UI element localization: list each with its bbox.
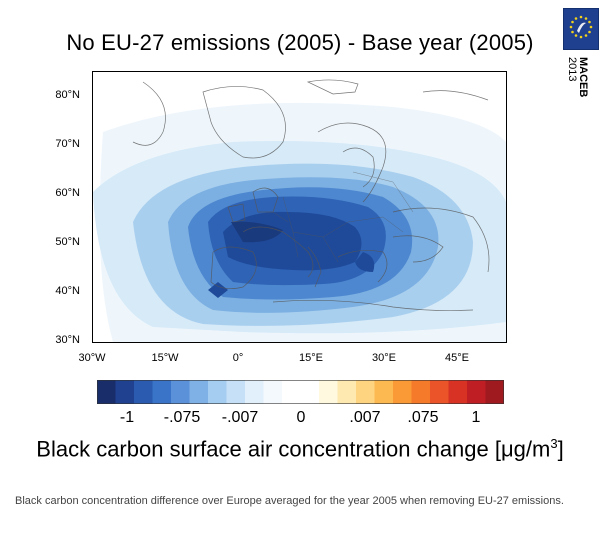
variable-title-end: ] xyxy=(557,436,564,462)
colorbar-swatch xyxy=(393,380,412,404)
colorbar-swatch xyxy=(467,380,486,404)
colorbar-swatch xyxy=(485,380,504,404)
logo-label: MACEB 2013 xyxy=(566,57,589,97)
figure-caption: Black carbon concentration difference ov… xyxy=(15,495,564,507)
variable-title-text: Black carbon surface air concentration c… xyxy=(36,436,551,462)
colorbar-swatch xyxy=(411,380,431,404)
lon-tick: 30°W xyxy=(78,352,106,364)
coastlines xyxy=(132,79,490,311)
eu-stars-icon xyxy=(569,15,593,39)
lat-tick: 70°N xyxy=(55,138,80,150)
logo-name: MACEB xyxy=(577,57,589,97)
lat-tick: 50°N xyxy=(55,236,80,248)
lat-tick: 80°N xyxy=(55,89,80,101)
colorbar-swatch xyxy=(152,380,172,404)
colorbar-label: -1 xyxy=(119,409,135,426)
lon-tick: 30°E xyxy=(372,352,396,364)
lat-tick: 30°N xyxy=(55,334,80,346)
colorbar-swatch xyxy=(115,380,135,404)
lon-tick: 15°E xyxy=(299,352,323,364)
colorbar-label: -.075 xyxy=(163,409,201,426)
colorbar-swatch xyxy=(430,380,449,404)
colorbar-swatch xyxy=(282,380,301,404)
colorbar-swatch xyxy=(448,380,468,404)
colorbar-label: .075 xyxy=(407,409,439,426)
country-borders xyxy=(272,171,414,263)
unit-superscript: 3 xyxy=(550,436,558,451)
colorbar xyxy=(97,380,504,404)
contour-level-8 xyxy=(231,221,283,243)
colorbar-swatch xyxy=(337,380,357,404)
colorbar-swatch xyxy=(319,380,338,404)
lon-tick: 0° xyxy=(232,352,244,364)
maceb-logo xyxy=(563,8,599,50)
lon-tick: 45°E xyxy=(445,352,469,364)
variable-title: Black carbon surface air concentration c… xyxy=(0,436,600,462)
map-canvas xyxy=(93,72,506,342)
map-title: No EU-27 emissions (2005) - Base year (2… xyxy=(66,30,534,55)
colorbar-swatch xyxy=(226,380,246,404)
lon-tick: 15°W xyxy=(151,352,179,364)
colorbar-swatch xyxy=(97,380,116,404)
logo-year: 2013 xyxy=(566,57,578,81)
colorbar-swatch xyxy=(300,380,320,404)
concentration-map xyxy=(92,71,507,343)
colorbar-label: 0 xyxy=(296,409,306,426)
colorbar-label: .007 xyxy=(349,409,381,426)
colorbar-swatch xyxy=(208,380,227,404)
lat-tick: 60°N xyxy=(55,187,80,199)
colorbar-border xyxy=(97,380,504,404)
colorbar-swatch xyxy=(374,380,394,404)
colorbar-swatch xyxy=(263,380,283,404)
colorbar-label: -.007 xyxy=(221,409,259,426)
colorbar-swatch xyxy=(356,380,375,404)
colorbar-swatch xyxy=(171,380,190,404)
colorbar-swatch xyxy=(245,380,264,404)
colorbar-label: 1 xyxy=(471,409,481,426)
lat-tick: 40°N xyxy=(55,285,80,297)
colorbar-swatch xyxy=(189,380,209,404)
colorbar-swatch xyxy=(134,380,153,404)
